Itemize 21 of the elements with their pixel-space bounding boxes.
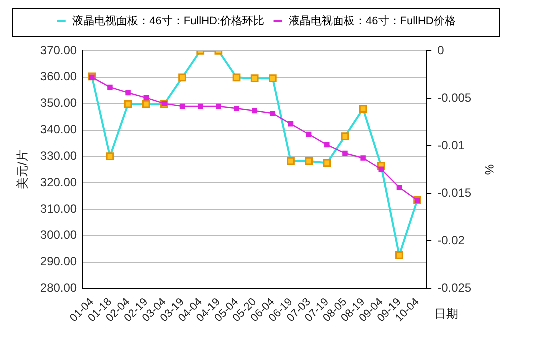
y2-tick-label: -0.01 (438, 138, 466, 152)
y-tick-label: 360.00 (40, 70, 78, 84)
y-tick-label: 370.00 (40, 43, 78, 58)
x-axis-title: 日期 (434, 307, 459, 322)
legend-label: 液晶电视面板：46寸：FullHD:价格环比 (72, 14, 265, 28)
y2-tick-label: -0.015 (438, 186, 472, 200)
y-tick-label: 320.00 (40, 175, 78, 190)
y-axis-title: 美元/片 (16, 150, 30, 190)
legend-label: 液晶电视面板：46寸：FullHD价格 (289, 14, 456, 28)
y-tick-label: 350.00 (40, 96, 78, 110)
y2-tick-label: -0.005 (438, 90, 472, 105)
y2-axis-title: % (482, 164, 496, 176)
y-tick-label: 340.00 (40, 122, 78, 137)
y2-tick-label: -0.025 (438, 281, 472, 296)
y-tick-label: 290.00 (40, 254, 78, 269)
y-tick-label: 330.00 (40, 148, 78, 163)
y2-tick-label: 0 (438, 43, 445, 58)
y-tick-label: 300.00 (40, 228, 78, 242)
y-tick-label: 280.00 (40, 281, 78, 296)
y-tick-label: 310.00 (40, 202, 78, 216)
y2-tick-label: -0.02 (438, 234, 466, 248)
